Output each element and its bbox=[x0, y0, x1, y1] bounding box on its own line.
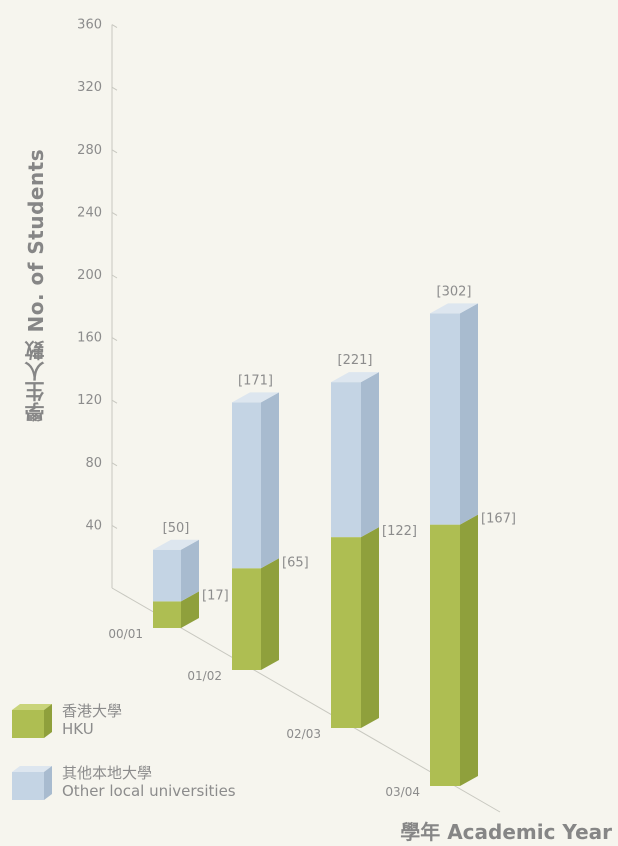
x-category-label: 01/02 bbox=[187, 669, 222, 683]
chart-labels: 00/01 [17] [50] 01/02 [65] [171] 02/03 [122] [22… bbox=[108, 284, 516, 799]
legend-label-other-en: Other local universities bbox=[62, 782, 236, 800]
bar-hku-03-04-front bbox=[430, 524, 460, 786]
bar-other-01-02-side bbox=[261, 392, 279, 569]
data-label-total: [302] bbox=[437, 284, 472, 299]
bar-other-00-01-front bbox=[153, 549, 181, 602]
bar-hku-01-02-side bbox=[261, 558, 279, 670]
y-tick-label: 240 bbox=[77, 205, 102, 220]
data-label-hku: [122] bbox=[382, 524, 417, 539]
bar-other-02-03-side bbox=[361, 372, 379, 538]
y-tick-label: 40 bbox=[85, 518, 102, 533]
y-tick-label: 120 bbox=[77, 393, 102, 408]
data-label-hku: [65] bbox=[282, 555, 309, 570]
legend-item-hku: 香港大學 HKU bbox=[8, 700, 236, 740]
y-tick-label: 320 bbox=[77, 80, 102, 95]
legend-label-hku-zh: 香港大學 bbox=[62, 702, 123, 720]
y-tick-label: 160 bbox=[77, 331, 102, 346]
bar-hku-02-03-front bbox=[331, 537, 361, 728]
y-tick-mark bbox=[111, 24, 118, 29]
bar-other-01-02-front bbox=[232, 402, 261, 569]
y-tick-mark bbox=[111, 337, 118, 342]
data-label-total: [171] bbox=[238, 373, 273, 388]
y-tick-mark bbox=[111, 211, 118, 216]
bar-other-02-03-top bbox=[331, 372, 379, 383]
bar-other-01-02-top bbox=[232, 392, 279, 403]
y-tick-label: 200 bbox=[77, 268, 102, 283]
y-tick-label: 360 bbox=[77, 18, 102, 33]
bar-hku-02-03-side bbox=[361, 527, 379, 728]
y-tick-mark bbox=[111, 274, 118, 279]
data-label-total: [50] bbox=[163, 521, 190, 536]
y-tick-mark bbox=[111, 462, 118, 467]
bar-hku-03-04-side bbox=[460, 514, 478, 786]
bar-other-03-04-side bbox=[460, 303, 478, 525]
y-tick-mark bbox=[111, 399, 118, 404]
bar-hku-01-02-front bbox=[232, 568, 261, 670]
legend-swatch-hku-icon bbox=[12, 704, 52, 738]
y-tick-label: 80 bbox=[85, 456, 102, 471]
bar-other-03-04-top bbox=[430, 303, 478, 314]
data-label-hku: [17] bbox=[202, 588, 229, 603]
chart-bars bbox=[153, 303, 478, 786]
y-axis-label: 學生人數 No. of Students bbox=[24, 148, 48, 422]
legend-label-hku-en: HKU bbox=[62, 720, 94, 738]
legend: 香港大學 HKU 其他本地大學 Other local universities bbox=[8, 700, 236, 824]
legend-item-other: 其他本地大學 Other local universities bbox=[8, 762, 236, 802]
x-category-label: 03/04 bbox=[385, 785, 420, 799]
y-tick-label: 280 bbox=[77, 143, 102, 158]
bar-other-02-03-front bbox=[331, 382, 361, 538]
data-label-total: [221] bbox=[338, 353, 373, 368]
bar-other-03-04-front bbox=[430, 313, 460, 525]
y-tick-mark bbox=[111, 86, 118, 91]
legend-label-other-zh: 其他本地大學 bbox=[62, 764, 153, 782]
bar-hku-00-01-side bbox=[181, 591, 199, 628]
x-category-label: 00/01 bbox=[108, 627, 143, 641]
legend-swatch-other-icon bbox=[12, 766, 52, 800]
bar-hku-00-01-front bbox=[153, 601, 181, 628]
y-tick-mark bbox=[111, 149, 118, 154]
x-category-label: 02/03 bbox=[286, 727, 321, 741]
data-label-hku: [167] bbox=[481, 512, 516, 527]
x-axis-label: 學年 Academic Year bbox=[400, 820, 612, 844]
bar-other-00-01-side bbox=[181, 539, 199, 602]
y-tick-mark bbox=[111, 524, 118, 529]
bar-other-00-01-top bbox=[153, 539, 199, 550]
